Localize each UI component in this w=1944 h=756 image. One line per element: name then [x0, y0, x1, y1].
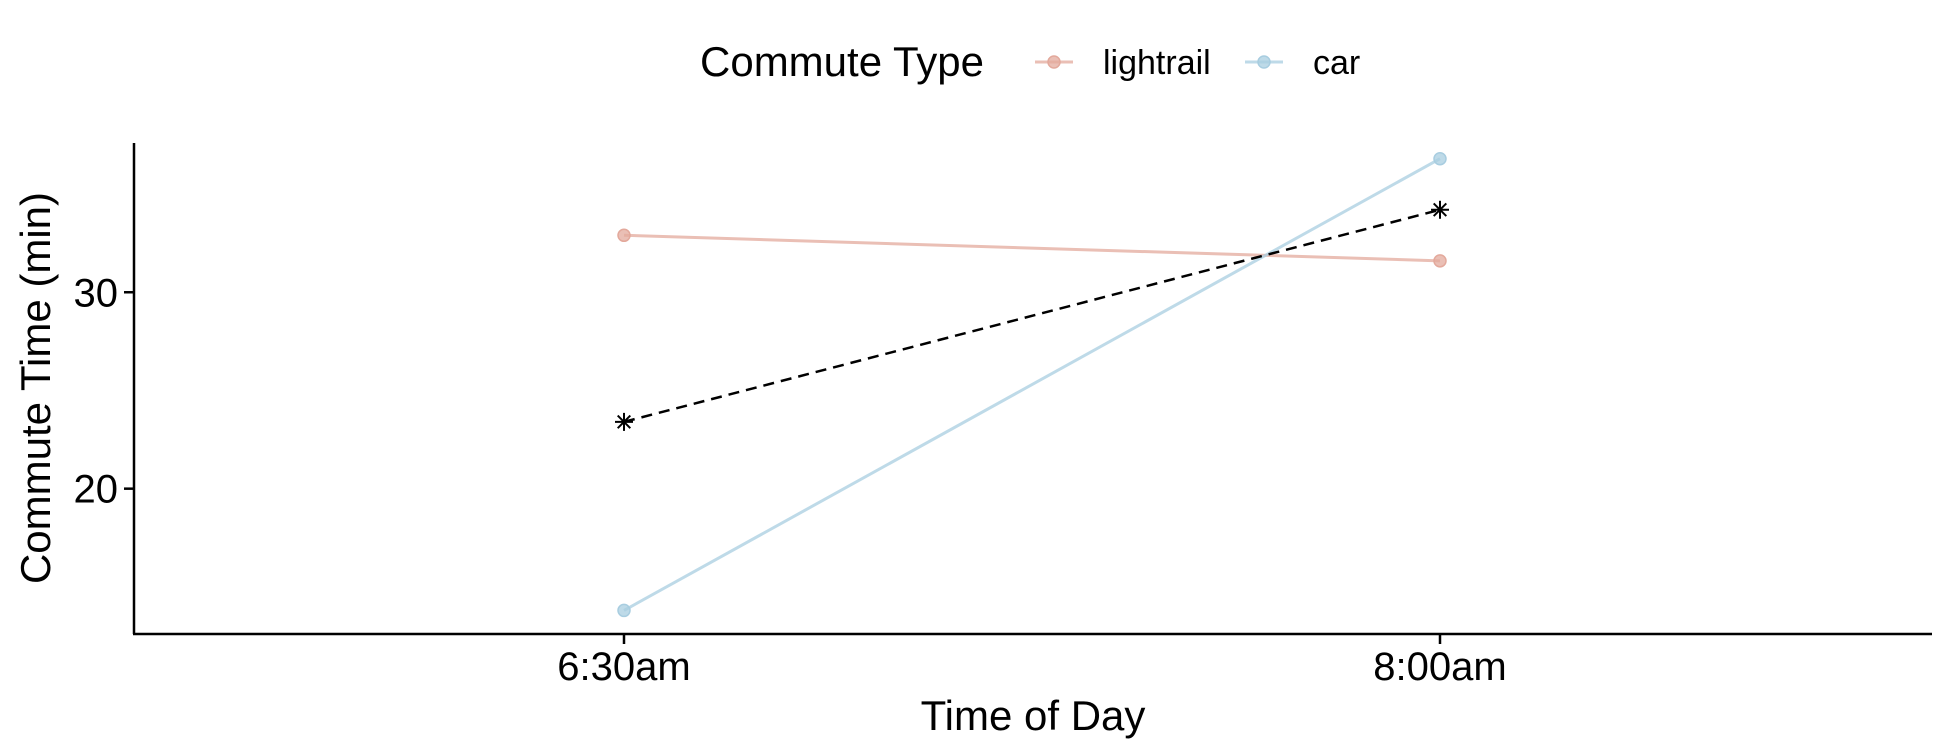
mean-point-asterisk [615, 412, 633, 431]
legend-item-car: car [1245, 44, 1360, 82]
legend-items: lightrail car [1035, 44, 1360, 82]
series-layer [617, 151, 1447, 618]
x-ticks: 6:30am 8:00am [557, 634, 1507, 689]
series-point-lightrail [617, 228, 631, 243]
series-point-lightrail [1433, 254, 1447, 268]
legend-label: car [1313, 44, 1360, 82]
x-axis-title: Time of Day [921, 692, 1146, 739]
series-line-car [623, 157, 1441, 612]
legend-key-point [1047, 55, 1061, 69]
legend-label: lightrail [1103, 44, 1211, 82]
legend: Commute Type lightrail car [700, 38, 1360, 85]
series-line-lightrail [623, 233, 1441, 263]
y-axis-title: Commute Time (min) [12, 192, 59, 584]
series-point-car [617, 603, 631, 618]
legend-key-point [1257, 55, 1271, 69]
mean-layer [615, 200, 1449, 431]
legend-item-lightrail: lightrail [1035, 44, 1211, 82]
legend-title: Commute Type [700, 38, 984, 85]
x-tick-label: 6:30am [557, 645, 690, 689]
x-tick-label: 8:00am [1373, 645, 1506, 689]
mean-point-asterisk [1431, 200, 1449, 219]
series-point-car [1433, 151, 1447, 166]
mean-line [623, 208, 1441, 424]
y-tick-label: 20 [74, 468, 119, 512]
y-tick-label: 30 [74, 271, 119, 315]
